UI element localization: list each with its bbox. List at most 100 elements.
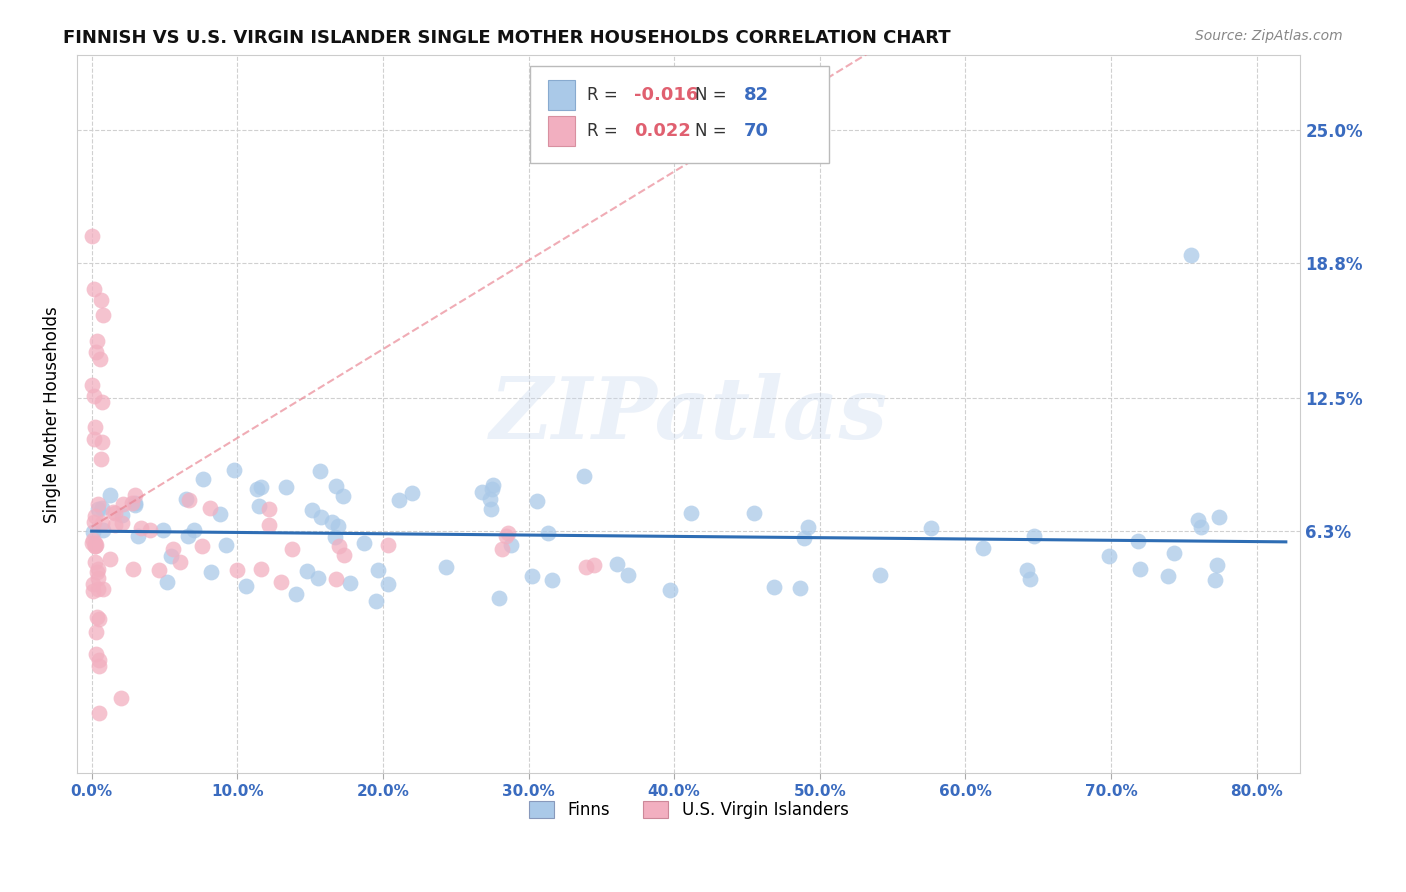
Point (793, 531, 815, 545)
Point (200, 501, 222, 516)
Point (84, 538, 107, 552)
Point (83, 419, 105, 434)
Point (301, 503, 323, 517)
Point (162, 542, 184, 557)
Point (1024, 529, 1046, 543)
Point (869, 568, 891, 582)
Point (83, 539, 105, 553)
Point (82, 584, 104, 599)
Point (1129, 562, 1152, 576)
Point (226, 563, 249, 577)
Point (82, 229, 104, 244)
Point (111, 508, 134, 523)
Point (280, 542, 302, 557)
Point (124, 499, 146, 513)
Point (1163, 546, 1185, 560)
Point (1098, 549, 1121, 563)
Text: 70: 70 (744, 122, 769, 140)
Point (177, 529, 200, 543)
Point (148, 563, 170, 577)
Legend: Finns, U.S. Virgin Islanders: Finns, U.S. Virgin Islanders (522, 795, 855, 826)
Point (308, 464, 330, 478)
Point (328, 539, 350, 553)
Point (90, 434, 112, 449)
Point (606, 557, 628, 571)
Point (920, 521, 942, 535)
Point (152, 523, 174, 537)
Point (87, 571, 110, 585)
Point (86, 562, 108, 576)
Point (537, 526, 560, 541)
Text: R =: R = (588, 87, 623, 104)
Point (247, 500, 270, 514)
Point (87, 582, 110, 597)
Point (110, 691, 132, 706)
Point (87, 502, 110, 516)
Point (83, 282, 105, 296)
Point (124, 496, 146, 510)
Point (89, 612, 111, 626)
Point (89, 293, 111, 307)
Text: 82: 82 (744, 87, 769, 104)
Point (179, 492, 201, 507)
Point (1206, 558, 1229, 572)
Point (82, 577, 104, 591)
Point (84, 344, 107, 359)
Point (83, 536, 105, 550)
Point (762, 580, 785, 594)
Text: ZIPatlas: ZIPatlas (489, 373, 887, 456)
Point (174, 491, 197, 506)
Point (259, 502, 281, 516)
Point (481, 478, 503, 492)
Text: FINNISH VS U.S. VIRGIN ISLANDER SINGLE MOTHER HOUSEHOLDS CORRELATION CHART: FINNISH VS U.S. VIRGIN ISLANDER SINGLE M… (63, 29, 950, 47)
Point (84, 509, 107, 524)
Point (222, 463, 245, 477)
Point (401, 486, 423, 500)
Point (246, 482, 269, 496)
Point (270, 574, 292, 589)
Point (191, 539, 214, 553)
Point (333, 549, 356, 563)
Point (1126, 534, 1149, 549)
Point (200, 566, 222, 580)
Point (1204, 573, 1226, 587)
Point (1187, 513, 1209, 527)
Point (499, 538, 522, 552)
Point (209, 507, 232, 521)
Point (121, 496, 143, 510)
Point (160, 549, 183, 563)
Y-axis label: Single Mother Households: Single Mother Households (44, 306, 60, 523)
Point (479, 492, 502, 507)
Point (388, 493, 411, 508)
Point (285, 587, 308, 601)
Point (1157, 568, 1180, 582)
Point (101, 504, 124, 518)
Point (104, 518, 127, 533)
Point (87, 706, 110, 721)
FancyBboxPatch shape (530, 66, 830, 163)
FancyBboxPatch shape (548, 116, 575, 146)
Point (100, 488, 122, 502)
Point (122, 562, 145, 576)
Point (124, 488, 146, 502)
Point (183, 523, 205, 537)
Point (583, 558, 606, 573)
Point (259, 518, 281, 533)
Point (127, 529, 149, 543)
Point (491, 541, 513, 556)
Point (82, 536, 104, 550)
Point (972, 541, 994, 556)
Point (1019, 572, 1042, 586)
Point (86, 625, 108, 640)
Point (295, 564, 318, 578)
Point (325, 479, 347, 493)
Point (377, 538, 399, 552)
Point (193, 471, 215, 485)
Point (84, 555, 107, 569)
Point (496, 525, 519, 540)
Text: R =: R = (588, 122, 623, 140)
Text: N =: N = (695, 122, 731, 140)
Point (86, 610, 108, 624)
Point (364, 594, 387, 608)
Point (86, 565, 108, 579)
